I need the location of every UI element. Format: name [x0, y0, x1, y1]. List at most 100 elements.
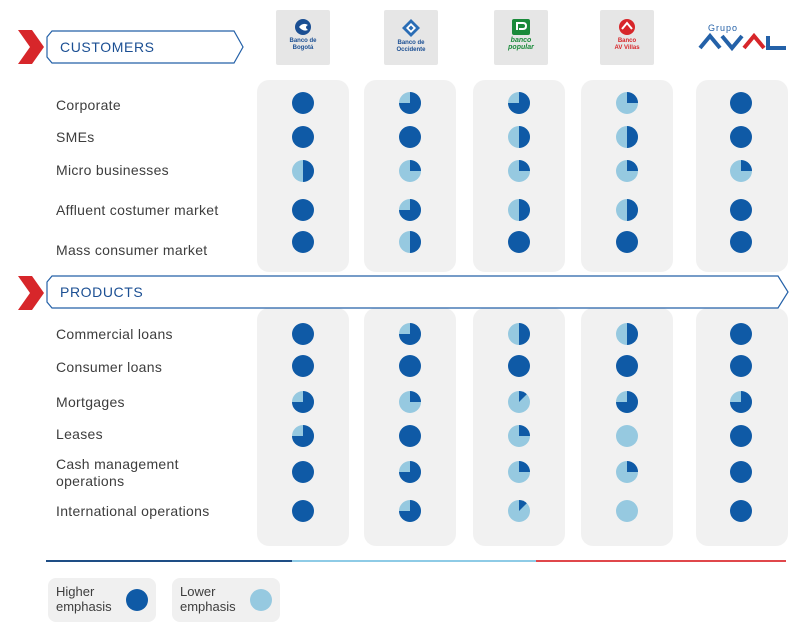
emphasis-pie-icon [508, 323, 530, 345]
emphasis-pie-icon [616, 323, 638, 345]
emphasis-pie-icon [616, 199, 638, 221]
legend-line: emphasis [56, 599, 112, 614]
emphasis-pie-icon [292, 126, 314, 148]
emphasis-pie-icon [292, 92, 314, 114]
label-line: Cash management [56, 456, 179, 472]
product-row-label: Consumer loans [56, 359, 163, 375]
product-row-label: Cash management operations [56, 456, 179, 490]
legend-line: emphasis [180, 599, 236, 614]
emphasis-pie-icon [292, 323, 314, 345]
bank-logo-occidente: Banco de Occidente [384, 10, 438, 65]
emphasis-pie-icon [292, 160, 314, 182]
emphasis-pie-icon [399, 199, 421, 221]
product-row-label: Mortgages [56, 394, 125, 410]
emphasis-pie-icon [616, 425, 638, 447]
emphasis-pie-icon [730, 160, 752, 182]
customer-row-label: Mass consumer market [56, 242, 208, 258]
legend-higher: Higher emphasis [48, 578, 156, 622]
customer-row-label: Affluent costumer market [56, 202, 219, 218]
customer-row-label: Corporate [56, 97, 121, 113]
emphasis-pie-icon [730, 199, 752, 221]
emphasis-pie-icon [508, 461, 530, 483]
emphasis-pie-icon [292, 461, 314, 483]
logo-line: Banco de [397, 40, 425, 46]
products-banner: PRODUCTS [46, 275, 790, 309]
emphasis-pie-icon [616, 500, 638, 522]
emphasis-pie-icon [730, 391, 752, 413]
emphasis-pie-icon [292, 391, 314, 413]
logo-line: Bogotá [292, 44, 314, 51]
emphasis-pie-icon [730, 355, 752, 377]
emphasis-pie-icon [616, 92, 638, 114]
higher-emphasis-dot [126, 589, 148, 611]
emphasis-pie-icon [508, 391, 530, 413]
emphasis-pie-icon [730, 92, 752, 114]
product-row-label: Commercial loans [56, 326, 173, 342]
emphasis-pie-icon [292, 199, 314, 221]
emphasis-pie-icon [730, 500, 752, 522]
emphasis-pie-icon [616, 391, 638, 413]
logo-line: Grupo [708, 23, 739, 33]
emphasis-pie-icon [399, 425, 421, 447]
emphasis-pie-icon [508, 92, 530, 114]
aval-logo-icon [698, 32, 786, 52]
emphasis-pie-icon [508, 126, 530, 148]
bank-logo-popular: banco popular [494, 10, 548, 65]
emphasis-pie-icon [616, 231, 638, 253]
products-title: PRODUCTS [60, 284, 144, 300]
bogota-logo-icon [295, 19, 311, 35]
emphasis-pie-icon [399, 355, 421, 377]
logo-line: Banco de [289, 38, 317, 44]
emphasis-pie-icon [292, 500, 314, 522]
product-row-label: International operations [56, 503, 210, 519]
emphasis-pie-icon [399, 500, 421, 522]
customers-banner: CUSTOMERS [46, 30, 246, 64]
emphasis-pie-icon [730, 231, 752, 253]
emphasis-pie-icon [616, 126, 638, 148]
logo-line: Banco [617, 38, 637, 44]
avvillas-logo-icon [619, 19, 635, 35]
customer-row-label: Micro businesses [56, 162, 169, 178]
emphasis-pie-icon [508, 425, 530, 447]
emphasis-pie-icon [730, 461, 752, 483]
emphasis-pie-icon [730, 126, 752, 148]
emphasis-pie-icon [730, 323, 752, 345]
emphasis-pie-icon [399, 126, 421, 148]
emphasis-pie-icon [292, 355, 314, 377]
emphasis-pie-icon [399, 160, 421, 182]
emphasis-pie-icon [508, 500, 530, 522]
customer-row-label: SMEs [56, 129, 95, 145]
emphasis-pie-icon [730, 425, 752, 447]
logo-line: popular [508, 43, 534, 51]
emphasis-pie-icon [399, 461, 421, 483]
emphasis-pie-icon [399, 391, 421, 413]
divider [292, 560, 536, 562]
legend-line: Lower [180, 584, 216, 599]
chevron-right-icon [18, 276, 44, 310]
logo-line: banco [510, 37, 532, 44]
chevron-right-icon [18, 30, 44, 64]
divider [536, 560, 786, 562]
emphasis-pie-icon [399, 231, 421, 253]
divider [46, 560, 292, 562]
logo-line: AV Villas [614, 44, 640, 51]
lower-emphasis-dot [250, 589, 272, 611]
emphasis-pie-icon [616, 461, 638, 483]
emphasis-pie-icon [292, 425, 314, 447]
emphasis-pie-icon [616, 160, 638, 182]
bank-logo-avvillas: Banco AV Villas [600, 10, 654, 65]
emphasis-pie-icon [508, 355, 530, 377]
emphasis-pie-icon [508, 160, 530, 182]
emphasis-pie-icon [399, 92, 421, 114]
bank-logo-aval: Grupo [698, 20, 790, 56]
legend-lower: Lower emphasis [172, 578, 280, 622]
occidente-logo-icon [402, 19, 420, 37]
emphasis-pie-icon [399, 323, 421, 345]
label-line: operations [56, 473, 125, 489]
emphasis-pie-icon [508, 199, 530, 221]
emphasis-pie-icon [292, 231, 314, 253]
bank-logo-bogota: Banco de Bogotá [276, 10, 330, 65]
product-row-label: Leases [56, 426, 103, 442]
legend-label: Lower emphasis [180, 584, 236, 614]
logo-line: Occidente [396, 46, 426, 53]
